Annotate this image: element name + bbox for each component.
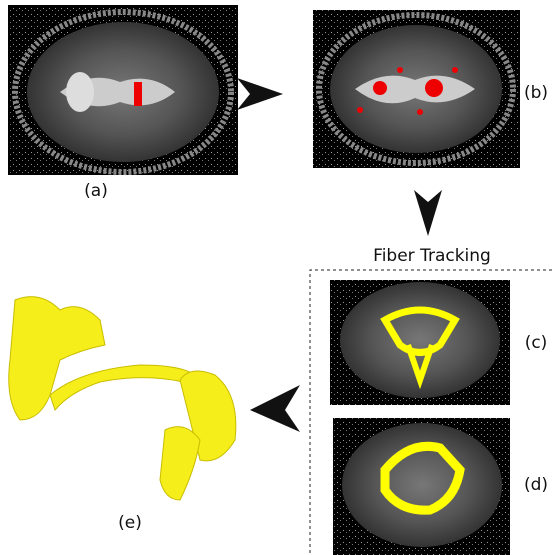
panel-label: (c) bbox=[525, 333, 548, 353]
panel-label: (b) bbox=[524, 83, 548, 103]
arrow bbox=[250, 385, 300, 432]
figure: (a) (b) Fiber Tracking (c) (d) ( bbox=[0, 0, 552, 555]
brain-image-c bbox=[330, 280, 510, 405]
group-label: Fiber Tracking bbox=[373, 246, 491, 266]
brain-image-d bbox=[333, 418, 510, 555]
fiber-rendering bbox=[9, 297, 236, 500]
panel-label: (d) bbox=[524, 475, 548, 495]
brain-image-b bbox=[313, 10, 520, 168]
panel-label: (a) bbox=[84, 181, 108, 201]
arrow bbox=[414, 190, 442, 236]
brain-image-a bbox=[8, 5, 238, 175]
arrow bbox=[237, 78, 283, 110]
panel-label: (e) bbox=[118, 513, 142, 533]
